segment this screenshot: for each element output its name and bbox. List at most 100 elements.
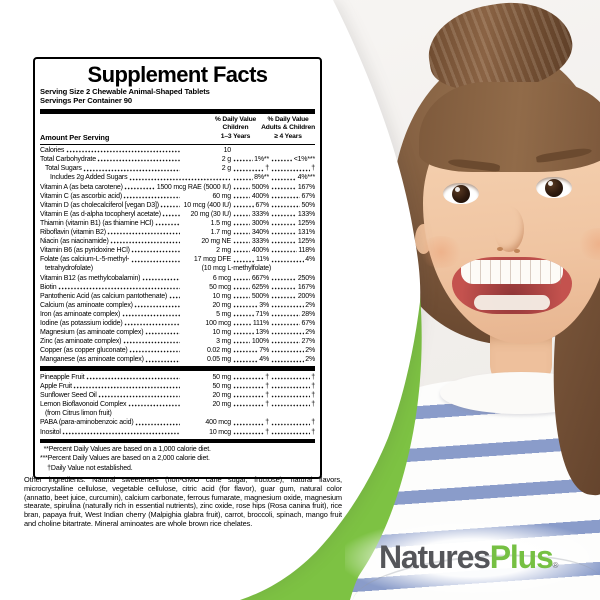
naturesplus-logo: NaturesPlus® [379, 538, 558, 585]
nutrient-amount: 2 g [221, 165, 231, 173]
dot-leader [127, 400, 180, 410]
dv-adults-cell: 2% [269, 355, 315, 365]
column-headers: Amount Per Serving % Daily Value Childre… [40, 116, 315, 142]
dv-adults-cell: 2% [269, 328, 315, 338]
nutrient-row: Vitamin C (as ascorbic acid) 60 mg 400% 67% [40, 191, 315, 201]
dv-adults-cell: 50% [269, 200, 315, 210]
dv-children-cell: † [231, 164, 269, 174]
dv-adults-cell: 200% [269, 291, 315, 301]
nutrient-amount: 20 mg NE [201, 238, 231, 246]
right-eye [536, 177, 572, 198]
dv-children-cell: 8%** [231, 173, 269, 183]
nutrient-row: Inositol 10 mcg † † [40, 427, 315, 437]
dv-children-cell: 11% [231, 255, 269, 265]
nutrient-name: Vitamin B6 (as pyridoxine HCl) [40, 247, 130, 255]
nutrient-row: Iron (as aminoate complex) 5 mg 71% 28% [40, 309, 315, 319]
nutrient-rows: Calories 10 Total Carbohydrate 2 g 1%** <1%*… [40, 146, 315, 365]
dv-children-cell: 3% [231, 300, 269, 310]
dv-children-cell: 400% [231, 191, 269, 201]
nutrient-amount: 1.7 mg [210, 229, 232, 237]
dv-adults-header: % Daily Value Adults & Children ≥ 4 Year… [261, 115, 315, 140]
nose [494, 206, 524, 252]
nutrient-name: Total Sugars [45, 165, 82, 173]
nutrient-row: Magnesium (as aminoate complex) 10 mg 13% 2… [40, 328, 315, 338]
dv-children-cell: 667% [231, 273, 269, 283]
nutrient-amount: 50 mg [212, 383, 231, 391]
nutrient-row: Total Carbohydrate 2 g 1%** <1%*** [40, 155, 315, 165]
nutrient-name-cont: (from Citrus limon fruit) [45, 410, 112, 418]
dv-children-cell: † [231, 372, 269, 383]
nutrient-amount: 20 mg [212, 301, 231, 309]
dv-adults-cell: † [269, 164, 315, 174]
dv-adults-cell: † [269, 400, 315, 410]
dv-adults-cell: 125% [269, 237, 315, 247]
dv-adults-cell: 118% [269, 246, 315, 256]
dv-children-cell: 500% [231, 291, 269, 301]
nutrient-amount: 0.02 mg [206, 347, 231, 355]
nutrient-row: Niacin (as niacinamide) 20 mg NE 333% 125% [40, 237, 315, 247]
botanical-rows: Pineapple Fruit 50 mg † † Apple Fruit 50 mg †… [40, 372, 315, 437]
nutrient-row: Vitamin B12 (as methylcobalamin) 6 mcg 667… [40, 273, 315, 283]
nutrient-name: Pantothenic Acid (as calcium pantothenat… [40, 292, 168, 300]
dot-leader [98, 391, 180, 401]
nutrient-row: Biotin 50 mcg 625% 167% [40, 282, 315, 292]
nutrient-amount: 0.05 mg [206, 356, 231, 364]
dot-leader [144, 328, 180, 338]
nutrient-name: Copper (as copper gluconate) [40, 347, 128, 355]
dv-children-cell: 67% [231, 200, 269, 210]
dv-children-cell: 111% [231, 318, 269, 329]
nutrient-name: Folate (as calcium-L-5-methyl- [40, 256, 130, 264]
dv-children-cell: † [231, 382, 269, 392]
nutrient-name: Iron (as aminoate complex) [40, 310, 121, 318]
nutrient-name: Calories [40, 147, 65, 155]
nutrient-row: Vitamin B6 (as pyridoxine HCl) 2 mg 400% 11… [40, 246, 315, 256]
child-photo [290, 0, 600, 600]
nutrient-name: Vitamin A (as beta carotene) [40, 183, 123, 191]
nutrient-amount: 1.5 mg [210, 219, 232, 227]
dot-leader [83, 164, 180, 174]
smiling-mouth [452, 257, 572, 314]
dv-children-cell: 625% [231, 282, 269, 292]
nutrient-name: Lemon Bioflavonoid Complex [40, 401, 127, 409]
dv-adults-cell: 2% [269, 300, 315, 310]
dot-leader [97, 155, 180, 165]
dv-adults-cell: 133% [269, 209, 315, 219]
nutrient-row: Pantothenic Acid (as calcium pantothenat… [40, 291, 315, 301]
dv-children-cell: 400% [231, 246, 269, 256]
dot-leader [134, 300, 180, 310]
footnotes: **Percent Daily Values are based on a 1,… [40, 446, 211, 472]
nutrient-row: Includes 2g Added Sugars 8%** 4%*** [40, 173, 315, 183]
nutrient-name: Total Carbohydrate [40, 156, 96, 164]
dot-leader [131, 246, 180, 256]
divider-bar [40, 366, 315, 371]
nutrient-row: Vitamin D (as cholecalciferol [vegan D3]… [40, 200, 315, 210]
hairline-fringe [419, 82, 600, 172]
nutrient-row: Manganese (as aminoate complex) 0.05 mg 4%… [40, 355, 315, 365]
nutrient-name: Thiamin (vitamin B1) (as thiamine HCl) [40, 219, 154, 227]
dot-leader [154, 218, 180, 229]
serving-size: Serving Size 2 Chewable Animal-Shaped Ta… [40, 87, 210, 96]
logo-glow [345, 520, 600, 596]
nutrient-amount: 17 mcg DFE [193, 256, 231, 264]
dv-adults-cell: 4%*** [269, 173, 315, 183]
dot-leader [168, 291, 180, 301]
nutrient-name: Iodine (as potassium iodide) [40, 319, 123, 327]
nutrient-amount: 10 mg [212, 329, 231, 337]
nutrient-name: Vitamin C (as ascorbic acid) [40, 192, 122, 200]
dv-children-cell: 7% [231, 346, 269, 356]
nutrient-name: Magnesium (as aminoate complex) [40, 329, 144, 337]
dv-adults-cell: 67% [269, 318, 315, 329]
nutrient-row: Zinc (as aminoate complex) 3 mg 100% 27% [40, 337, 315, 347]
left-eye [443, 183, 479, 204]
nutrient-name: Apple Fruit [40, 383, 72, 391]
dot-leader [110, 237, 180, 247]
dot-leader [141, 273, 180, 283]
nutrient-row: Vitamin E (as d-alpha tocopheryl acetate… [40, 209, 315, 219]
dot-leader [121, 309, 180, 319]
nutrient-name: Manganese (as aminoate complex) [40, 356, 144, 364]
nutrient-name: Vitamin E (as d-alpha tocopheryl acetate… [40, 210, 161, 218]
nutrient-row: Iodine (as potassium iodide) 100 mcg 111% 6… [40, 318, 315, 329]
nutrient-amount: 1500 mcg RAE (5000 IU) [156, 183, 231, 191]
nutrient-name: Zinc (as aminoate complex) [40, 338, 122, 346]
